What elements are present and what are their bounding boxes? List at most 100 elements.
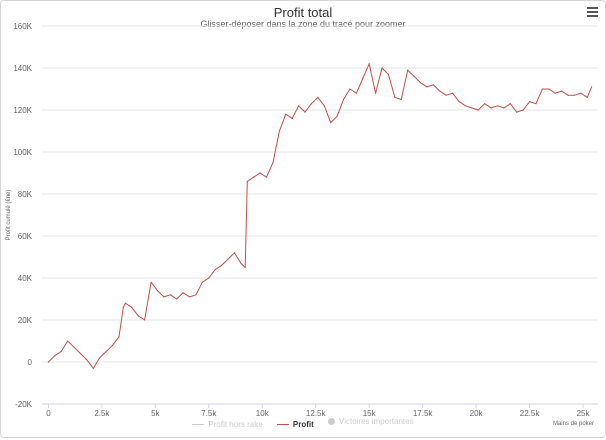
data-point — [387, 73, 390, 75]
chart-subtitle: Glisser-déposer dans la zone du tracé po… — [200, 19, 406, 29]
data-point — [182, 292, 184, 294]
legend-label: Victoires importantes — [339, 417, 414, 426]
data-point — [310, 103, 313, 105]
grid — [42, 25, 598, 405]
data-point — [336, 115, 338, 117]
data-point — [567, 94, 569, 96]
data-point — [573, 94, 576, 96]
data-point — [362, 77, 364, 80]
data-point — [548, 88, 550, 90]
data-point — [265, 176, 268, 178]
data-point — [477, 109, 479, 111]
data-point — [432, 84, 434, 86]
series-layer — [47, 63, 593, 369]
legend-line-icon — [276, 424, 289, 425]
y-tick-label: 40K — [18, 274, 33, 283]
legend-item-profit-hors-rake[interactable]: Profit hors rake — [192, 420, 263, 429]
data-point — [201, 281, 203, 283]
data-point — [54, 355, 56, 357]
data-point — [490, 107, 492, 109]
data-point — [368, 63, 370, 65]
data-point — [137, 315, 139, 317]
y-tick-label: 80K — [18, 190, 33, 199]
data-point — [522, 109, 524, 111]
data-point — [60, 350, 62, 353]
x-tick-label: 7.5k — [201, 409, 217, 418]
data-point — [233, 252, 236, 254]
data-point — [381, 67, 383, 69]
legend-dot-icon — [328, 418, 336, 425]
data-point — [92, 367, 94, 369]
y-axis-title: Profit cumulé (€ne) — [6, 190, 12, 241]
data-point — [400, 98, 402, 101]
y-tick-label: 140K — [13, 64, 32, 73]
data-point — [451, 92, 454, 94]
axes — [42, 403, 598, 408]
data-point — [586, 96, 588, 98]
legend-item-victoires-importantes[interactable]: Victoires importantes — [328, 417, 414, 426]
data-point — [195, 294, 197, 296]
data-point — [285, 113, 287, 115]
data-point — [535, 103, 537, 105]
data-point — [221, 264, 223, 266]
data-point — [259, 172, 261, 174]
data-point — [131, 306, 133, 308]
data-point — [169, 294, 171, 296]
data-point — [304, 111, 306, 113]
x-tick-label: 15k — [363, 409, 377, 418]
y-tick-label: 20K — [18, 316, 33, 325]
x-tick-label: 20k — [470, 409, 484, 418]
x-axis-title: Mains de poker — [553, 421, 594, 427]
data-point — [323, 105, 325, 107]
data-point — [79, 353, 82, 355]
data-point — [47, 361, 50, 363]
legend-item-profit[interactable]: Profit — [276, 420, 314, 429]
data-point — [413, 75, 415, 77]
data-point — [278, 130, 280, 132]
y-tick-label: -20K — [15, 400, 33, 409]
data-point — [464, 105, 467, 107]
legend-label: Profit hors rake — [208, 420, 263, 429]
data-point — [426, 86, 428, 88]
data-point — [298, 105, 300, 107]
data-point — [541, 88, 544, 90]
data-point — [156, 290, 159, 292]
data-point — [122, 306, 124, 308]
data-point — [86, 359, 88, 361]
x-tick-label: 17.5k — [413, 409, 434, 418]
y-tick-label: 160K — [13, 22, 32, 31]
legend-label: Profit — [292, 420, 314, 429]
data-point — [342, 98, 345, 101]
y-tick-label: 0 — [28, 358, 33, 367]
data-point — [561, 90, 563, 92]
data-point — [214, 269, 216, 271]
data-point — [496, 105, 499, 107]
chart-title: Profit total — [273, 5, 333, 20]
y-tick-label: 100K — [13, 148, 32, 157]
x-tick-label: 0 — [46, 409, 51, 418]
data-point — [458, 101, 460, 103]
data-point — [349, 88, 351, 90]
data-point — [407, 69, 409, 71]
data-point — [118, 336, 120, 338]
data-point — [244, 266, 246, 269]
x-tick-label: 10k — [256, 409, 270, 418]
data-point — [246, 180, 248, 182]
data-point — [484, 103, 486, 105]
hamburger-menu-icon[interactable] — [587, 7, 598, 17]
series-line-profit — [48, 63, 593, 369]
data-point — [163, 296, 165, 298]
data-point — [355, 92, 357, 94]
data-point — [419, 82, 422, 84]
legend: Profit hors rake Profit Victoires import… — [0, 417, 606, 429]
x-tick-label: 25k — [577, 409, 591, 418]
data-point — [554, 92, 556, 94]
data-point — [150, 281, 152, 283]
data-point — [227, 258, 229, 260]
tick-labels: -20K 0 20K 40K 60K 80K 100K 120K 140K 160K 0 2.5k 5k… — [6, 22, 594, 427]
data-point — [253, 176, 255, 178]
data-point — [580, 92, 582, 94]
data-point — [528, 101, 531, 103]
